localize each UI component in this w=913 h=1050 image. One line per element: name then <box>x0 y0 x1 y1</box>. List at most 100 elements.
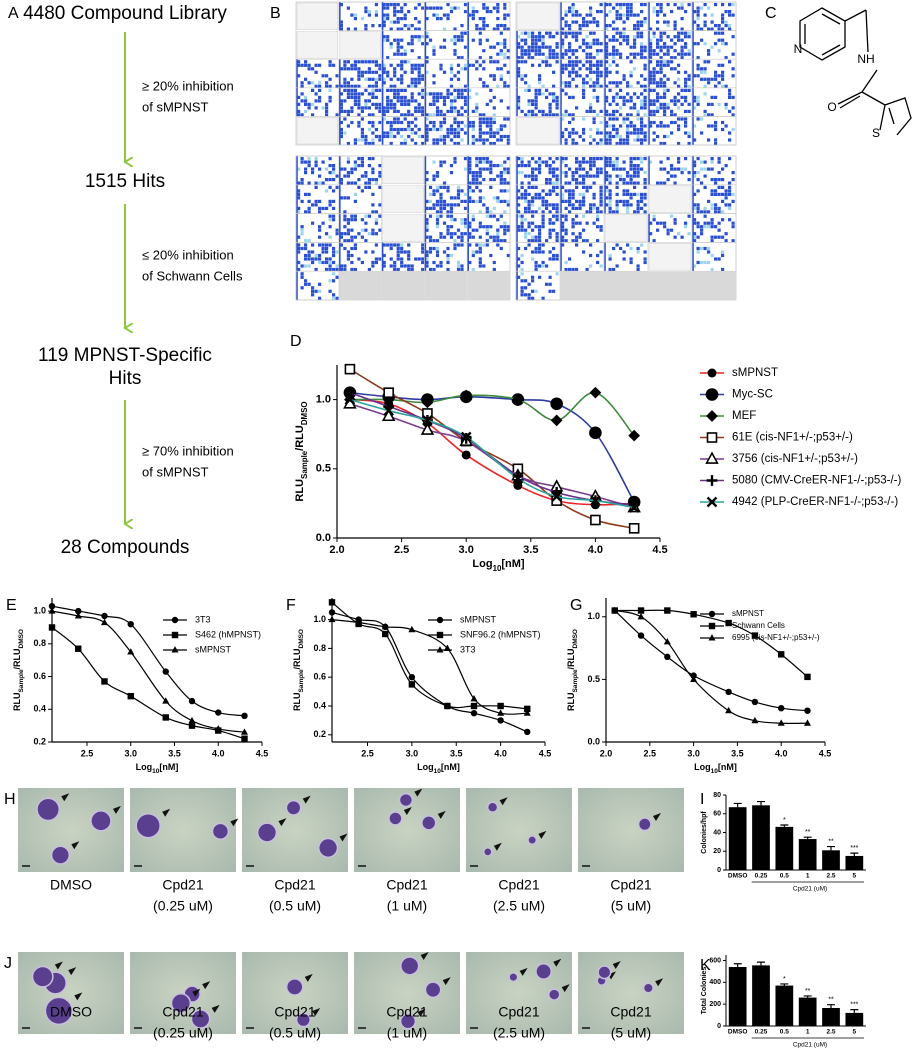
heatmap-cell <box>343 239 347 243</box>
legend-label: 3756 (cis-NF1+/-;p53+/-) <box>732 453 858 465</box>
heatmap-cell <box>393 117 397 121</box>
heatmap-cell <box>571 77 575 81</box>
heatmap-cell <box>471 134 475 139</box>
heatmap-cell <box>339 167 343 171</box>
heatmap-cell <box>414 257 418 261</box>
heatmap-cell <box>307 106 311 110</box>
heatmap-cell <box>482 160 486 164</box>
heatmap-cell <box>403 52 407 56</box>
heatmap-cell <box>605 99 609 103</box>
heatmap-cell <box>428 92 433 96</box>
heatmap-cell <box>300 160 304 164</box>
heatmap-cell <box>307 282 311 286</box>
heatmap-cell <box>325 243 329 247</box>
heatmap-cell <box>307 160 311 164</box>
arrowhead-pointer <box>417 1008 426 1017</box>
heatmap-cell <box>599 225 603 229</box>
legend-label: 61E (cis-NF1+/-;p53+/-) <box>732 432 853 444</box>
heatmap-cell <box>568 63 572 67</box>
heatmap-cell <box>599 74 603 78</box>
heatmap-cell <box>710 124 714 128</box>
heatmap-cell <box>482 243 486 247</box>
heatmap-cell <box>439 206 443 210</box>
heatmap-cell <box>687 141 691 146</box>
heatmap-cell <box>538 196 542 200</box>
heatmap-cell <box>449 171 454 175</box>
heatmap-cell <box>468 157 472 161</box>
heatmap-cell <box>555 99 559 103</box>
heatmap-cell <box>425 225 429 229</box>
heatmap-cell <box>640 127 644 132</box>
heatmap-cell <box>571 267 575 272</box>
heatmap-cell <box>453 74 457 78</box>
heatmap-cell <box>605 138 609 142</box>
heatmap-cell <box>552 203 556 207</box>
x-tick-label: 2.5 <box>826 873 835 880</box>
heatmap-cell <box>328 99 332 103</box>
heatmap-cell <box>471 253 475 258</box>
heatmap-cell <box>304 167 308 171</box>
heatmap-cell <box>605 203 609 207</box>
heatmap-cell <box>582 38 586 42</box>
micrograph <box>578 788 684 872</box>
heatmap-cell <box>489 185 493 189</box>
heatmap-cell <box>328 185 332 189</box>
heatmap-cell <box>503 45 507 49</box>
heatmap-cell <box>680 102 684 106</box>
heatmap-cell <box>318 260 322 265</box>
heatmap-cell <box>367 13 371 17</box>
heatmap-cell <box>407 60 411 64</box>
heatmap-cell <box>456 127 461 132</box>
heatmap-cell <box>396 131 400 135</box>
heatmap-cell <box>367 10 371 14</box>
heatmap-cell <box>407 134 411 139</box>
heatmap-cell <box>582 138 586 142</box>
heatmap-cell <box>442 99 447 103</box>
heatmap-cell <box>300 232 304 236</box>
heatmap-cell <box>619 113 623 117</box>
bar <box>798 997 817 1026</box>
heatmap-cell <box>393 134 397 139</box>
heatmap-plate <box>296 31 339 59</box>
heatmap-cell <box>360 131 364 135</box>
heatmap-cell <box>582 167 586 171</box>
heatmap-cell <box>575 31 579 35</box>
heatmap-cell <box>612 117 616 121</box>
heatmap-cell <box>403 95 407 99</box>
heatmap-cell <box>446 127 450 132</box>
heatmap-cell <box>571 13 575 17</box>
heatmap-cell <box>555 232 559 236</box>
x-tick-label: 2.0 <box>329 544 344 556</box>
heatmap-cell <box>589 52 593 56</box>
heatmap-cell <box>596 67 600 71</box>
heatmap-cell <box>410 35 414 39</box>
heatmap-cell <box>629 95 633 99</box>
heatmap-cell <box>378 120 382 125</box>
heatmap-cell <box>666 171 670 175</box>
y-axis-label-part: RLU <box>12 692 22 711</box>
heatmap-cell <box>417 56 421 60</box>
heatmap-cell <box>364 138 368 142</box>
heatmap-cell <box>596 81 600 85</box>
marker <box>328 615 336 623</box>
heatmap-cell <box>503 117 507 121</box>
heatmap-cell <box>680 27 684 31</box>
heatmap-cell <box>325 113 329 117</box>
heatmap-cell <box>561 88 565 92</box>
caption: (5 uM) <box>611 898 651 914</box>
arrowhead-pointer <box>420 951 429 960</box>
heatmap-cell <box>652 109 656 113</box>
heatmap-cell <box>633 124 637 128</box>
heatmap-cell <box>524 192 528 196</box>
bar <box>752 805 770 870</box>
heatmap-cell <box>659 84 663 88</box>
heatmap-cell <box>592 160 596 164</box>
heatmap-cell <box>684 117 688 121</box>
heatmap-cell <box>656 60 660 64</box>
heatmap-cell <box>527 221 531 225</box>
heatmap-cell <box>442 203 447 207</box>
heatmap-cell <box>396 267 400 272</box>
heatmap-cell <box>731 171 735 175</box>
heatmap-cell <box>564 63 568 67</box>
heatmap-cell <box>608 102 612 106</box>
